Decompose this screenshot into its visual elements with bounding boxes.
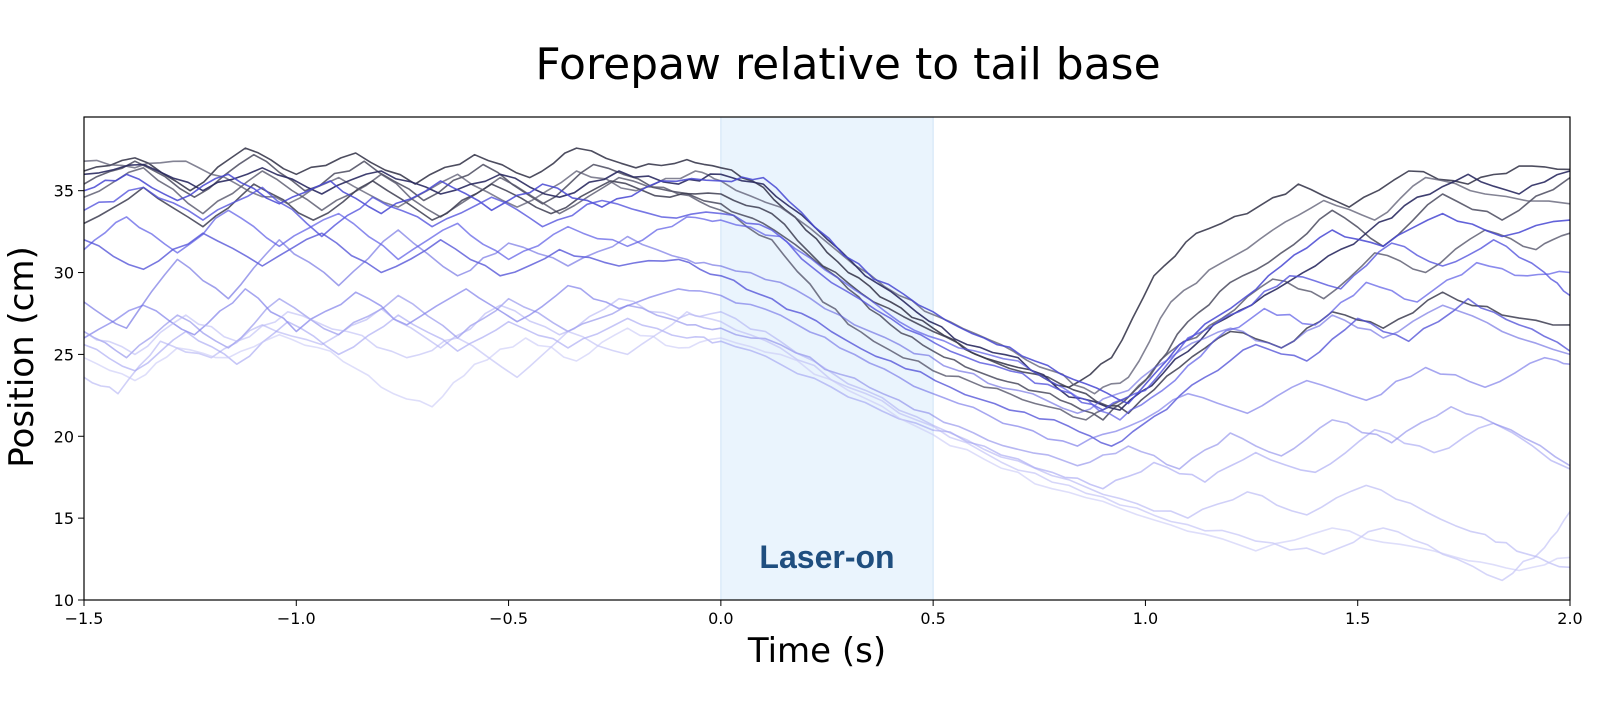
y-tick-label: 10 <box>54 591 74 610</box>
x-tick-label: 2.0 <box>1557 609 1582 628</box>
x-tick-label: −0.5 <box>489 609 528 628</box>
x-axis-label: Time (s) <box>747 631 886 671</box>
trace-line-15 <box>83 297 1571 569</box>
x-tick-label: 0.5 <box>920 609 945 628</box>
laser-on-region <box>720 116 934 601</box>
trace-line-4 <box>83 180 1571 415</box>
x-tick-label: 0.0 <box>708 609 733 628</box>
trace-line-9 <box>83 209 1571 421</box>
plot-frame <box>83 116 1571 601</box>
trace-line-16 <box>83 311 1571 582</box>
trace-line-10 <box>83 232 1571 447</box>
trace-line-3 <box>83 167 1571 421</box>
y-tick-label: 15 <box>54 509 74 528</box>
trace-line-8 <box>83 186 1571 411</box>
chart-title: Forepaw relative to tail base <box>535 39 1160 90</box>
x-axis: −1.5 −1.0 −0.5 0.0 0.5 1.0 1.5 2.0 <box>65 600 1583 628</box>
x-tick-label: 1.5 <box>1345 609 1370 628</box>
y-axis: 10 15 20 25 30 35 <box>54 182 84 610</box>
trace-line-17 <box>83 327 1571 572</box>
trace-line-7 <box>83 173 1571 405</box>
trace-line-2 <box>83 153 1571 421</box>
y-axis-label: Position (cm) <box>2 246 42 468</box>
x-tick-label: −1.5 <box>65 609 104 628</box>
y-tick-label: 35 <box>54 182 74 201</box>
x-tick-label: −1.0 <box>277 609 316 628</box>
y-tick-label: 25 <box>54 345 74 364</box>
trace-line-1 <box>83 147 1571 388</box>
plot-area: Laser-on <box>83 116 1571 601</box>
y-tick-label: 30 <box>54 264 74 283</box>
trace-line-14 <box>83 314 1571 490</box>
x-tick-label: 1.0 <box>1133 609 1158 628</box>
y-tick-label: 20 <box>54 427 74 446</box>
series-layer <box>83 147 1571 582</box>
laser-on-label: Laser-on <box>759 539 894 575</box>
trace-line-6 <box>83 163 1571 411</box>
trace-line-11 <box>83 229 1571 415</box>
trace-line-12 <box>83 284 1571 447</box>
